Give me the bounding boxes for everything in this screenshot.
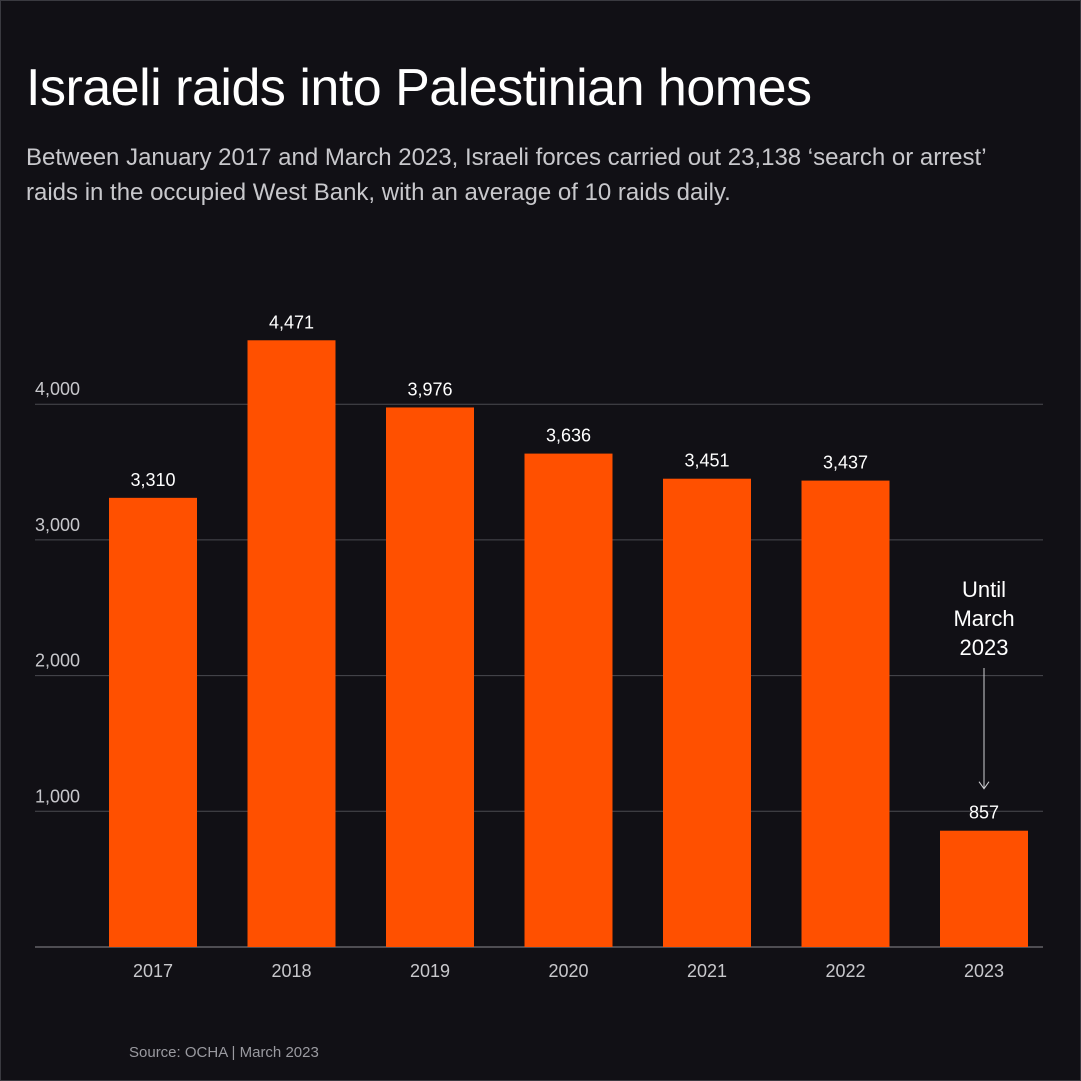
x-axis: 2017 2018 2019 2020 2021 2022 2023	[133, 961, 1004, 981]
x-tick-label-2022: 2022	[825, 961, 865, 981]
x-tick-label-2018: 2018	[271, 961, 311, 981]
y-tick-label: 4,000	[35, 379, 80, 399]
bar-2019	[386, 407, 474, 947]
annotation-text-line: Until	[962, 577, 1006, 602]
bars	[109, 340, 1028, 948]
annotation-text-line: 2023	[960, 635, 1009, 660]
y-axis: 1,000 2,000 3,000 4,000	[35, 379, 80, 806]
x-tick-label-2017: 2017	[133, 961, 173, 981]
source-note: Source: OCHA | March 2023	[129, 1044, 319, 1061]
chart-subtitle: Between January 2017 and March 2023, Isr…	[26, 144, 986, 206]
value-label-2020: 3,636	[546, 426, 591, 446]
y-tick-label: 2,000	[35, 651, 80, 671]
value-label-2023: 857	[969, 803, 999, 823]
bar-2023	[940, 830, 1028, 947]
value-label-2017: 3,310	[130, 470, 175, 490]
value-label-2018: 4,471	[269, 312, 314, 332]
bar-2017	[109, 497, 197, 947]
y-tick-label: 3,000	[35, 515, 80, 535]
x-tick-label-2023: 2023	[964, 961, 1004, 981]
value-label-2021: 3,451	[684, 451, 729, 471]
bar-2018	[247, 340, 336, 948]
bar-2020	[524, 453, 613, 947]
chart-title: Israeli raids into Palestinian homes	[26, 59, 812, 117]
annotation-2023: Until March 2023	[953, 577, 1015, 790]
annotation-text-line: March	[953, 606, 1014, 631]
x-tick-label-2020: 2020	[548, 961, 588, 981]
bar-2021	[663, 478, 751, 947]
value-label-2022: 3,437	[823, 453, 868, 473]
data-labels: 3,310 4,471 3,976 3,636 3,451 3,437 857	[130, 312, 999, 822]
annotation-arrow-head	[978, 781, 990, 790]
x-tick-label-2021: 2021	[687, 961, 727, 981]
bar-2022	[801, 480, 890, 947]
x-tick-label-2019: 2019	[410, 961, 450, 981]
y-tick-label: 1,000	[35, 786, 80, 806]
value-label-2019: 3,976	[407, 379, 452, 399]
